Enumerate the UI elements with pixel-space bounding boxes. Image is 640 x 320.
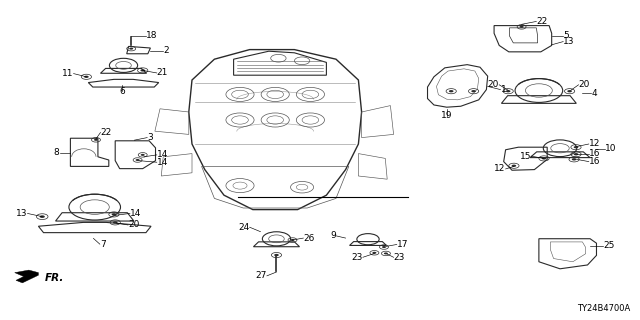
Circle shape xyxy=(274,254,279,256)
Text: 14: 14 xyxy=(130,209,141,218)
Text: 4: 4 xyxy=(591,89,597,98)
Circle shape xyxy=(384,252,388,254)
Text: 13: 13 xyxy=(16,209,28,218)
Text: 11: 11 xyxy=(62,69,74,78)
Text: 23: 23 xyxy=(394,253,405,262)
Text: 17: 17 xyxy=(397,240,408,249)
Circle shape xyxy=(573,153,579,156)
Circle shape xyxy=(541,157,547,160)
Text: 24: 24 xyxy=(238,223,250,232)
Text: 19: 19 xyxy=(441,111,452,120)
Text: 14: 14 xyxy=(157,158,168,167)
Text: TY24B4700A: TY24B4700A xyxy=(577,304,630,313)
Text: 9: 9 xyxy=(330,231,336,240)
Polygon shape xyxy=(509,28,538,43)
Circle shape xyxy=(111,213,116,216)
Circle shape xyxy=(113,221,118,224)
Text: 15: 15 xyxy=(520,152,531,161)
Text: 14: 14 xyxy=(157,150,168,159)
Text: 20: 20 xyxy=(128,220,140,229)
Circle shape xyxy=(140,69,145,72)
Text: 12: 12 xyxy=(494,164,506,173)
Polygon shape xyxy=(15,270,38,283)
Text: 25: 25 xyxy=(603,241,614,250)
Text: 16: 16 xyxy=(589,157,600,166)
Circle shape xyxy=(506,90,511,92)
Text: 21: 21 xyxy=(157,68,168,77)
Circle shape xyxy=(141,154,145,156)
Circle shape xyxy=(573,146,579,148)
Text: 16: 16 xyxy=(589,149,600,158)
Text: 12: 12 xyxy=(589,140,600,148)
Text: 6: 6 xyxy=(120,87,125,96)
Circle shape xyxy=(471,90,476,92)
Text: 7: 7 xyxy=(100,240,106,249)
Circle shape xyxy=(40,215,45,218)
Text: 18: 18 xyxy=(146,31,157,40)
Text: 22: 22 xyxy=(536,17,548,26)
Text: 13: 13 xyxy=(563,37,575,46)
Circle shape xyxy=(520,26,524,28)
Text: 5: 5 xyxy=(563,31,569,40)
Text: 8: 8 xyxy=(54,148,60,157)
Circle shape xyxy=(382,246,386,248)
Text: 27: 27 xyxy=(255,271,267,280)
Text: 20: 20 xyxy=(579,80,590,89)
Circle shape xyxy=(449,90,454,92)
Circle shape xyxy=(136,159,140,161)
Circle shape xyxy=(511,164,516,167)
Text: 1: 1 xyxy=(500,85,506,94)
Text: 10: 10 xyxy=(605,144,616,153)
Circle shape xyxy=(94,139,98,141)
Circle shape xyxy=(372,252,376,254)
Circle shape xyxy=(572,158,577,161)
Text: 23: 23 xyxy=(351,253,363,262)
Text: 2: 2 xyxy=(163,46,169,55)
Text: FR.: FR. xyxy=(45,273,64,284)
Circle shape xyxy=(291,239,294,241)
Text: 20: 20 xyxy=(488,80,499,89)
Text: 26: 26 xyxy=(303,234,315,243)
Text: 22: 22 xyxy=(100,128,112,137)
Circle shape xyxy=(129,48,133,50)
Circle shape xyxy=(84,76,89,78)
Circle shape xyxy=(567,90,572,92)
Text: 3: 3 xyxy=(147,133,153,142)
